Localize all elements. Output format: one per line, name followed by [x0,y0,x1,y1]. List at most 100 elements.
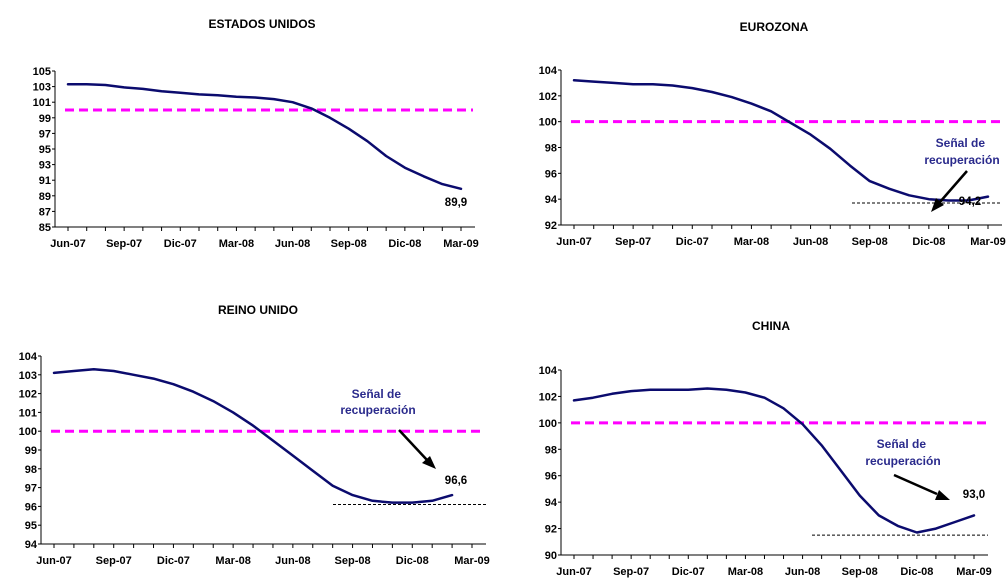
y-tick-label: 103 [33,82,51,94]
y-tick-label: 100 [539,117,557,129]
y-tick-label: 100 [19,426,37,438]
recovery-signal-line2: recuperación [865,454,940,468]
y-tick-label: 102 [539,391,557,403]
series-line [52,367,454,504]
y-tick-label: 104 [539,65,558,77]
y-tick-label: 98 [545,143,557,155]
y-tick-label: 92 [545,220,557,232]
x-tick-label: Jun-07 [556,566,591,578]
x-tick-label: Dic-07 [676,236,709,248]
x-tick-label: Jun-07 [36,555,71,567]
end-value-label: 96,6 [445,475,467,487]
y-tick-label: 99 [25,445,37,457]
x-tick-label: Dic-08 [912,236,945,248]
recovery-arrow-head [422,456,436,469]
x-tick-label: Mar-09 [970,236,1005,248]
chart-eurozona: EUROZONA 92 94 96 98 100 102 104 Jun-07 Sep-07 D… [539,20,1006,248]
x-tick-label: Sep-07 [615,236,651,248]
x-tick-label: Sep-08 [842,566,878,578]
series-line [572,79,990,202]
x-tick-label: Dic-08 [388,238,421,250]
recovery-arrow [893,473,938,496]
y-tick-label: 96 [545,168,557,180]
recovery-arrow-head [931,198,944,212]
x-tick-label: Mar-08 [219,238,254,250]
recovery-signal-label: Señal de recuperación [924,136,999,167]
y-tick-label: 87 [39,206,51,218]
y-tick-label: 93 [39,160,51,172]
recovery-signal-line1: Señal de [936,136,986,150]
y-tick-label: 85 [39,222,51,234]
x-tick-label: Jun-08 [275,555,310,567]
y-tick-label: 102 [539,91,557,103]
x-tick-label: Sep-08 [335,555,371,567]
chart-title: ESTADOS UNIDOS [208,17,315,31]
end-value-label: 93,0 [963,489,985,501]
y-tick-label: 101 [33,97,51,109]
x-tick-label: Jun-07 [556,236,591,248]
chart-title: CHINA [752,319,790,333]
recovery-arrow [939,170,968,203]
chart-china: CHINA 90 92 94 96 98 100 102 104 Jun-07 Sep-07 Di… [539,319,992,578]
y-tick-label: 96 [25,501,37,513]
x-tick-label: Sep-07 [106,238,142,250]
x-tick-label: Dic-08 [900,566,933,578]
x-tick-label: Jun-08 [793,236,828,248]
y-tick-label: 95 [25,520,37,532]
x-tick-label: Dic-07 [672,566,705,578]
y-tick-label: 97 [25,483,37,495]
x-tick-label: Sep-08 [852,236,888,248]
y-tick-label: 94 [545,497,558,509]
recovery-signal-line2: recuperación [924,153,999,167]
y-tick-label: 99 [39,113,51,125]
chart-reino-unido: REINO UNIDO 949596979899100101102103104 … [19,303,490,567]
x-tick-label: Mar-08 [215,555,250,567]
x-tick-label: Mar-09 [956,566,991,578]
recovery-signal-label: Señal de recuperación [340,387,415,417]
recovery-signal-label: Señal de recuperación [865,437,940,468]
chart-title: REINO UNIDO [218,303,298,317]
end-value-label: 89,9 [445,197,467,209]
y-tick-label: 96 [545,471,557,483]
x-tick-label: Sep-07 [96,555,132,567]
y-tick-label: 103 [19,370,37,382]
y-tick-label: 102 [19,389,37,401]
y-tick-label: 104 [19,351,38,363]
recovery-arrow [398,429,428,461]
y-tick-label: 98 [545,444,557,456]
y-tick-label: 97 [39,128,51,140]
recovery-signal-line2: recuperación [340,403,415,417]
x-tick-label: Sep-08 [331,238,367,250]
x-tick-label: Mar-09 [454,555,489,567]
y-tick-label: 91 [39,175,51,187]
recovery-arrow-head [935,490,950,500]
x-tick-label: Jun-07 [50,238,85,250]
x-tick-label: Mar-08 [728,566,763,578]
end-value-label: 94,2 [959,196,981,208]
y-tick-label: 94 [25,539,38,551]
x-tick-label: Jun-08 [785,566,820,578]
y-tick-label: 105 [33,66,51,78]
y-tick-label: 89 [39,191,51,203]
x-tick-label: Dic-08 [396,555,429,567]
x-tick-label: Dic-07 [164,238,197,250]
y-tick-label: 94 [545,194,558,206]
x-tick-label: Mar-08 [734,236,769,248]
series-line [572,387,976,534]
y-tick-label: 100 [539,418,557,430]
recovery-signal-line1: Señal de [352,387,402,401]
x-tick-label: Mar-09 [443,238,478,250]
y-tick-label: 104 [539,365,558,377]
y-tick-label: 98 [25,464,37,476]
x-tick-label: Sep-07 [613,566,649,578]
recovery-signal-line1: Señal de [877,437,927,451]
series-line [66,83,463,191]
y-tick-label: 95 [39,144,51,156]
y-tick-label: 92 [545,524,557,536]
y-tick-label: 90 [545,550,557,562]
chart-title: EUROZONA [740,20,809,34]
x-tick-label: Dic-07 [157,555,190,567]
chart-estados-unidos: ESTADOS UNIDOS 85 87 89 91 93 95 97 99 101 103 105… [33,17,479,250]
x-tick-label: Jun-08 [275,238,310,250]
y-tick-label: 101 [19,407,37,419]
